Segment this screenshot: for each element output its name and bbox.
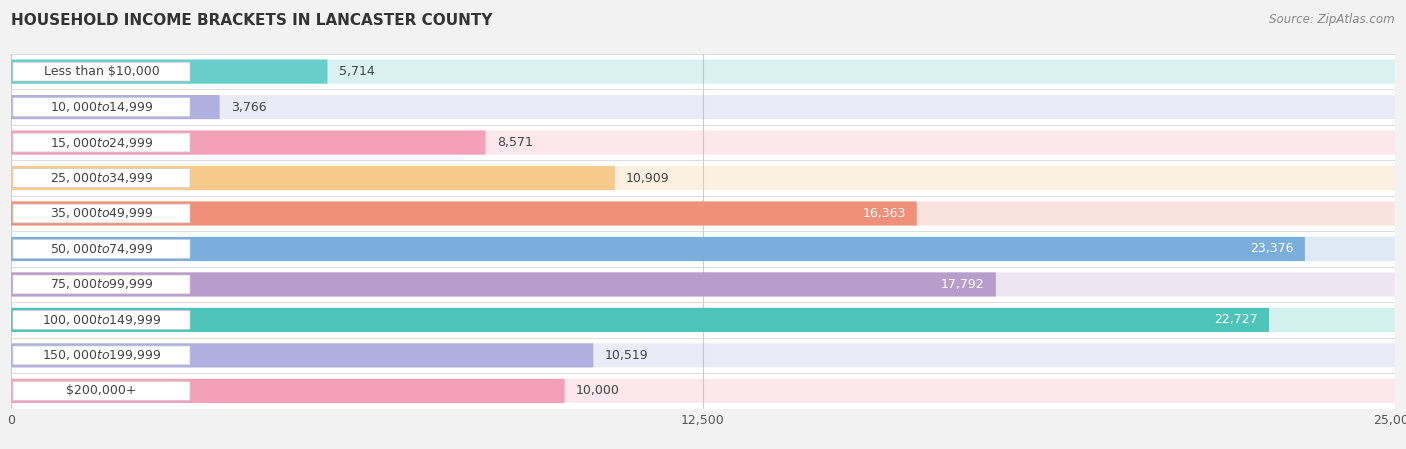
FancyBboxPatch shape: [13, 133, 190, 152]
FancyBboxPatch shape: [11, 308, 1395, 332]
FancyBboxPatch shape: [13, 382, 190, 400]
Bar: [11, 125, 1395, 160]
Text: $150,000 to $199,999: $150,000 to $199,999: [42, 348, 162, 362]
Bar: [11, 338, 1395, 373]
Text: $200,000+: $200,000+: [66, 384, 136, 397]
Text: 10,000: 10,000: [575, 384, 620, 397]
Text: 8,571: 8,571: [496, 136, 533, 149]
FancyBboxPatch shape: [11, 273, 995, 296]
Text: HOUSEHOLD INCOME BRACKETS IN LANCASTER COUNTY: HOUSEHOLD INCOME BRACKETS IN LANCASTER C…: [11, 13, 492, 28]
FancyBboxPatch shape: [11, 379, 565, 403]
Text: Less than $10,000: Less than $10,000: [44, 65, 159, 78]
FancyBboxPatch shape: [11, 166, 614, 190]
FancyBboxPatch shape: [11, 237, 1305, 261]
FancyBboxPatch shape: [11, 60, 1395, 84]
Bar: [11, 373, 1395, 409]
FancyBboxPatch shape: [11, 379, 1395, 403]
Text: $75,000 to $99,999: $75,000 to $99,999: [49, 277, 153, 291]
Bar: [11, 160, 1395, 196]
Bar: [11, 196, 1395, 231]
FancyBboxPatch shape: [13, 275, 190, 294]
FancyBboxPatch shape: [13, 169, 190, 187]
FancyBboxPatch shape: [13, 346, 190, 365]
FancyBboxPatch shape: [13, 311, 190, 329]
FancyBboxPatch shape: [11, 202, 1395, 225]
Bar: [11, 89, 1395, 125]
Text: $35,000 to $49,999: $35,000 to $49,999: [49, 207, 153, 220]
Bar: [11, 302, 1395, 338]
FancyBboxPatch shape: [11, 273, 1395, 296]
FancyBboxPatch shape: [13, 240, 190, 258]
Text: 22,727: 22,727: [1215, 313, 1258, 326]
Text: 3,766: 3,766: [231, 101, 266, 114]
Text: $15,000 to $24,999: $15,000 to $24,999: [49, 136, 153, 150]
FancyBboxPatch shape: [11, 95, 1395, 119]
Bar: [11, 231, 1395, 267]
Text: 16,363: 16,363: [862, 207, 905, 220]
Text: $100,000 to $149,999: $100,000 to $149,999: [42, 313, 162, 327]
Text: 10,909: 10,909: [626, 172, 669, 185]
FancyBboxPatch shape: [13, 62, 190, 81]
Bar: [11, 54, 1395, 89]
Bar: [11, 267, 1395, 302]
FancyBboxPatch shape: [11, 60, 328, 84]
FancyBboxPatch shape: [13, 204, 190, 223]
Text: Source: ZipAtlas.com: Source: ZipAtlas.com: [1270, 13, 1395, 26]
Text: $25,000 to $34,999: $25,000 to $34,999: [49, 171, 153, 185]
FancyBboxPatch shape: [11, 166, 1395, 190]
FancyBboxPatch shape: [11, 131, 1395, 154]
Text: $50,000 to $74,999: $50,000 to $74,999: [49, 242, 153, 256]
Text: 5,714: 5,714: [339, 65, 374, 78]
FancyBboxPatch shape: [11, 202, 917, 225]
FancyBboxPatch shape: [11, 237, 1395, 261]
Text: 17,792: 17,792: [941, 278, 984, 291]
Text: 23,376: 23,376: [1250, 242, 1294, 255]
FancyBboxPatch shape: [11, 343, 593, 367]
FancyBboxPatch shape: [13, 98, 190, 116]
FancyBboxPatch shape: [11, 95, 219, 119]
FancyBboxPatch shape: [11, 308, 1270, 332]
Text: $10,000 to $14,999: $10,000 to $14,999: [49, 100, 153, 114]
FancyBboxPatch shape: [11, 131, 485, 154]
FancyBboxPatch shape: [11, 343, 1395, 367]
Text: 10,519: 10,519: [605, 349, 648, 362]
